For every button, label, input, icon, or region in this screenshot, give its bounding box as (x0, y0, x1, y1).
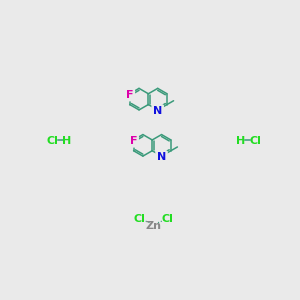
Text: N: N (157, 152, 166, 162)
Text: F: F (130, 136, 137, 146)
Text: Cl: Cl (162, 214, 173, 224)
Text: N: N (153, 106, 162, 116)
Text: Cl: Cl (46, 136, 58, 146)
Text: Zn: Zn (146, 221, 162, 231)
Text: Cl: Cl (134, 214, 146, 224)
Text: Cl: Cl (250, 136, 261, 146)
Text: H: H (236, 136, 245, 146)
Text: H: H (62, 136, 71, 146)
Text: F: F (126, 90, 134, 100)
